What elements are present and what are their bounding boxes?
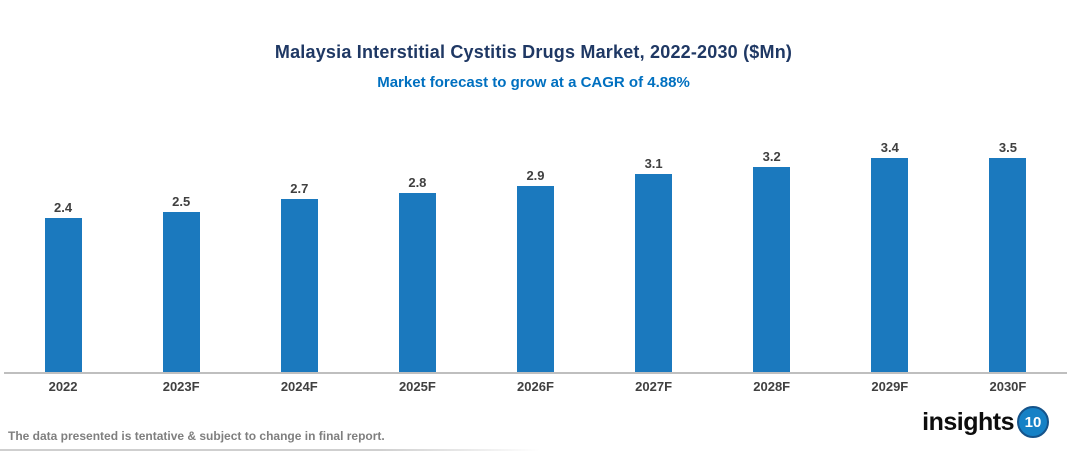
bar-value-label: 3.2 xyxy=(762,149,781,165)
bar-value-label: 3.4 xyxy=(880,140,899,155)
bar xyxy=(398,192,436,372)
bar xyxy=(871,158,909,372)
x-axis-label: 2030F xyxy=(989,379,1027,394)
bar-group: 3.5 xyxy=(949,140,1067,372)
bar xyxy=(635,173,673,372)
chart-title: Malaysia Interstitial Cystitis Drugs Mar… xyxy=(274,42,793,62)
logo-text: insights xyxy=(922,407,1014,436)
x-axis-label: 2025F xyxy=(398,379,436,394)
plot-area: 2.4 2.5 2.7 2.8 2.9 3.1 3.2 3.4 3.5 xyxy=(4,140,1067,374)
bar-group: 3.1 xyxy=(595,140,713,372)
bar-value-label: 3.5 xyxy=(998,140,1017,155)
bar-group: 2.8 xyxy=(358,140,476,372)
bar xyxy=(753,167,791,372)
bar-value-label: 2.8 xyxy=(408,174,427,190)
chart-subtitle: Market forecast to grow at a CAGR of 4.8… xyxy=(377,74,690,91)
bar-group: 2.4 xyxy=(4,140,122,372)
x-axis-label: 2027F xyxy=(635,379,673,394)
bar-group: 2.5 xyxy=(122,140,240,372)
bar-value-label: 3.1 xyxy=(644,155,663,171)
bar xyxy=(162,212,200,372)
x-axis-label: 2026F xyxy=(517,379,554,394)
bar xyxy=(516,186,554,372)
bar-group: 2.7 xyxy=(240,140,358,372)
bar-value-label: 2.9 xyxy=(526,168,545,184)
bar-group: 3.4 xyxy=(831,140,949,372)
x-axis-label: 2028F xyxy=(753,379,791,394)
x-axis-label: 2024F xyxy=(280,379,318,394)
bar xyxy=(44,218,82,372)
bar-value-label: 2.5 xyxy=(172,194,191,209)
bar xyxy=(989,158,1027,372)
bar-value-label: 2.7 xyxy=(290,181,309,197)
bar-group: 2.9 xyxy=(476,140,594,372)
bar-value-label: 2.4 xyxy=(54,200,73,216)
x-axis-label: 2023F xyxy=(162,379,200,394)
logo-badge-10-icon: 10 xyxy=(1017,406,1049,438)
insights10-logo: insights 10 xyxy=(922,406,1049,438)
footer-disclaimer: The data presented is tentative & subjec… xyxy=(8,429,385,443)
bar xyxy=(280,199,318,372)
x-axis-label: 2022 xyxy=(48,379,78,394)
bottom-divider xyxy=(0,449,540,451)
x-axis-labels: 2022 2023F 2024F 2025F 2026F 2027F 2028F 2029F 2… xyxy=(4,379,1067,394)
bar-group: 3.2 xyxy=(713,140,831,372)
x-axis-label: 2029F xyxy=(871,379,909,394)
